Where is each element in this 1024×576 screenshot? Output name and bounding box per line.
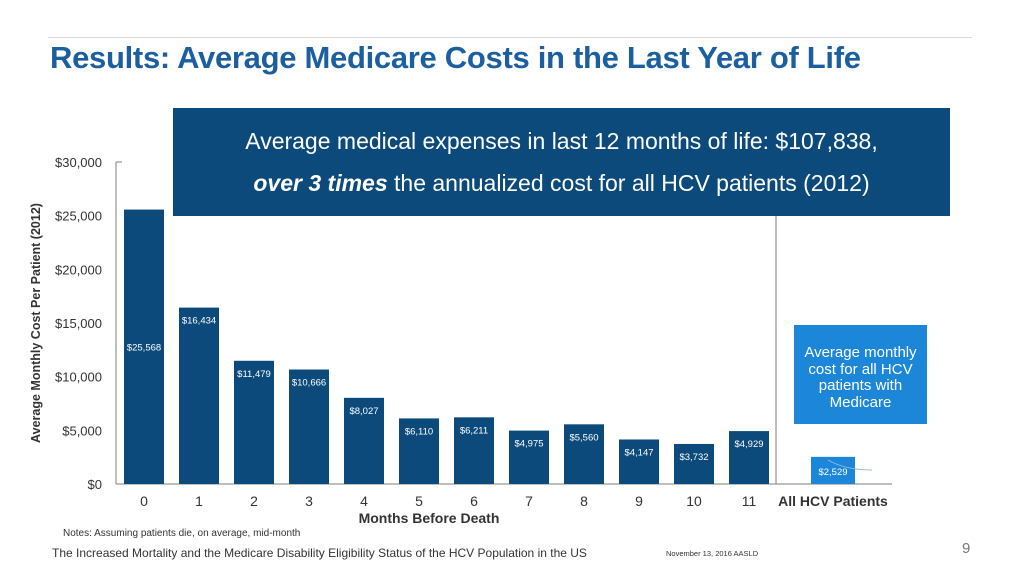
y-tick-label: $25,000: [55, 209, 102, 224]
bar-value-label: $8,027: [349, 406, 378, 417]
bar-value-label: $4,147: [624, 447, 653, 458]
y-tick-label: $5,000: [62, 423, 102, 438]
callout-line-1: Average medical expenses in last 12 mont…: [245, 128, 878, 154]
callout-line-2: over 3 times the annualized cost for all…: [173, 162, 950, 204]
bar-month-10: [674, 443, 714, 484]
x-tick-label: 11: [742, 493, 757, 509]
bar-month-11: [729, 431, 769, 484]
bar-month-9: [619, 439, 659, 484]
y-tick-label: $10,000: [55, 370, 102, 385]
x-tick-label: 8: [580, 493, 588, 509]
bar-month-0: [124, 209, 164, 484]
bar-month-1: [179, 307, 219, 484]
bar-value-label: $4,975: [514, 439, 543, 450]
callout-line-2-rest: the annualized cost for all HCV patients…: [387, 170, 870, 196]
x-tick-label: 3: [305, 493, 313, 509]
bar-value-label: $5,560: [569, 432, 598, 443]
bar-value-label: $2,529: [818, 467, 847, 478]
bar-all-hcv-patients: [811, 456, 855, 484]
bar-month-3: [289, 369, 329, 484]
x-tick-label-all-hcv: All HCV Patients: [778, 493, 888, 509]
bar-month-6: [454, 417, 494, 484]
top-rule: [48, 37, 972, 38]
side-box-line-4: Medicare: [829, 393, 892, 411]
y-tick-label: $0: [88, 477, 102, 492]
side-box-line-1: Average monthly: [804, 344, 917, 361]
x-tick-label: 2: [250, 493, 258, 509]
bar-value-label: $11,479: [237, 369, 271, 380]
bar-month-2: [234, 360, 274, 484]
page-number: 9: [962, 540, 971, 557]
bar-month-4: [344, 397, 384, 484]
bar-value-label: $10,666: [292, 378, 326, 389]
y-tick-label: $15,000: [55, 316, 102, 331]
bar-value-label: $25,568: [127, 343, 161, 354]
y-tick-label: $20,000: [55, 262, 102, 277]
comparison-leader-line: [827, 459, 873, 471]
y-tick-label: $30,000: [55, 155, 102, 170]
bar-value-label: $16,434: [182, 316, 216, 327]
all-hcv-callout-box: Average monthly cost for all HCV patient…: [794, 325, 927, 424]
page-title: Results: Average Medicare Costs in the L…: [50, 40, 861, 75]
x-tick-label: 6: [470, 493, 478, 509]
x-tick-label: 7: [525, 493, 533, 509]
bar-value-label: $3,732: [679, 452, 708, 463]
bar-value-label: $6,211: [460, 425, 488, 436]
x-tick-label: 0: [140, 493, 148, 509]
x-tick-label: 1: [195, 493, 203, 509]
footer-source: The Increased Mortality and the Medicare…: [52, 546, 587, 560]
x-axis-title: Months Before Death: [359, 510, 500, 526]
notes: Notes: Assuming patients die, on average…: [63, 528, 301, 539]
x-tick-label: 5: [415, 493, 423, 509]
x-tick-label: 10: [686, 493, 702, 509]
bar-value-label: $6,110: [405, 426, 433, 437]
side-box-line-2: cost for all HCV: [808, 360, 913, 378]
bar-value-label: $4,929: [734, 439, 763, 450]
bar-month-8: [564, 424, 604, 484]
side-box-line-3: patients with: [818, 377, 903, 394]
callout-box: Average medical expenses in last 12 mont…: [173, 108, 950, 216]
callout-emphasis: over 3 times: [253, 170, 388, 196]
footer-date: November 13, 2016 AASLD: [666, 549, 759, 558]
bar-month-5: [399, 418, 439, 484]
x-tick-label: 9: [635, 493, 643, 509]
bar-month-7: [509, 430, 549, 484]
y-axis-title: Average Monthly Cost Per Patient (2012): [29, 203, 43, 443]
x-tick-label: 4: [360, 493, 368, 509]
